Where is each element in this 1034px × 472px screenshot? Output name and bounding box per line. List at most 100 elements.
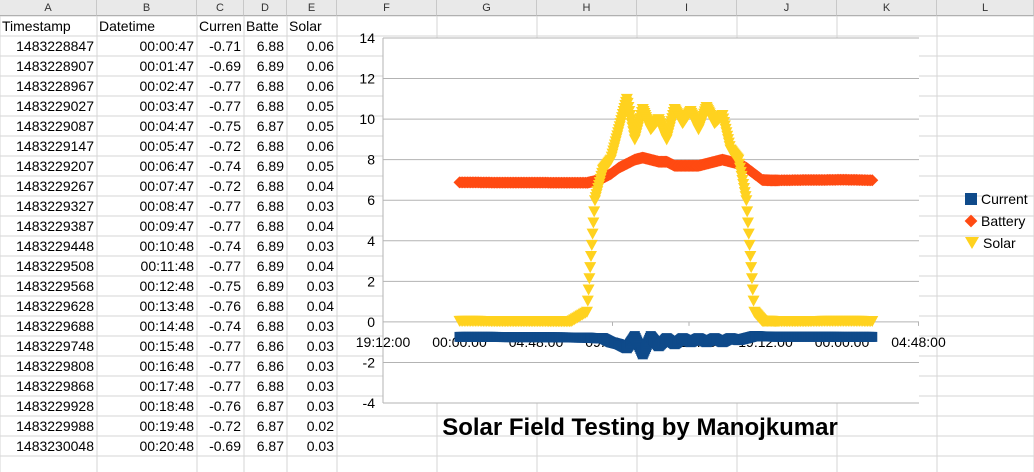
data-cell[interactable]: 0.03: [306, 238, 334, 254]
data-cell[interactable]: 0.06: [306, 78, 334, 94]
data-cell[interactable]: 6.88: [256, 378, 284, 394]
column-header-i[interactable]: I: [637, 0, 737, 16]
column-header-h[interactable]: H: [537, 0, 637, 16]
data-cell[interactable]: 0.03: [306, 318, 334, 334]
data-cell[interactable]: 0.03: [306, 438, 334, 454]
data-cell[interactable]: -0.72: [209, 418, 241, 434]
data-cell[interactable]: 1483229508: [16, 258, 94, 274]
data-cell[interactable]: 6.88: [256, 318, 284, 334]
data-cell[interactable]: 00:10:48: [139, 238, 195, 254]
data-cell[interactable]: 1483229327: [16, 198, 94, 214]
data-cell[interactable]: 6.89: [256, 258, 284, 274]
data-cell[interactable]: -0.77: [209, 218, 241, 234]
data-cell[interactable]: 00:05:47: [139, 138, 195, 154]
header-cell[interactable]: Timestamp: [2, 18, 71, 34]
data-cell[interactable]: 00:12:48: [139, 278, 195, 294]
data-cell[interactable]: 1483229628: [16, 298, 94, 314]
data-cell[interactable]: -0.74: [209, 158, 241, 174]
data-cell[interactable]: -0.77: [209, 338, 241, 354]
data-cell[interactable]: 1483229568: [16, 278, 94, 294]
data-cell[interactable]: 00:11:48: [140, 258, 194, 274]
data-cell[interactable]: -0.76: [209, 298, 241, 314]
data-cell[interactable]: -0.77: [209, 198, 241, 214]
column-header-a[interactable]: A: [0, 0, 97, 16]
data-cell[interactable]: 1483229387: [16, 218, 94, 234]
column-header-k[interactable]: K: [837, 0, 937, 16]
column-header-e[interactable]: E: [287, 0, 337, 16]
data-cell[interactable]: 00:14:48: [139, 318, 195, 334]
data-cell[interactable]: 0.04: [306, 218, 334, 234]
data-cell[interactable]: 0.03: [306, 398, 334, 414]
data-cell[interactable]: 00:15:48: [139, 338, 195, 354]
data-cell[interactable]: 0.03: [306, 278, 334, 294]
data-cell[interactable]: -0.71: [209, 38, 241, 54]
data-cell[interactable]: 6.89: [256, 158, 284, 174]
data-cell[interactable]: 6.87: [256, 398, 284, 414]
data-cell[interactable]: 6.89: [256, 238, 284, 254]
data-cell[interactable]: 6.87: [256, 418, 284, 434]
data-cell[interactable]: 0.03: [306, 338, 334, 354]
data-cell[interactable]: 00:07:47: [139, 178, 195, 194]
data-cell[interactable]: 1483229688: [16, 318, 94, 334]
data-cell[interactable]: 1483229027: [16, 98, 94, 114]
data-cell[interactable]: 1483229147: [16, 138, 94, 154]
data-cell[interactable]: 6.88: [256, 298, 284, 314]
data-cell[interactable]: 0.04: [306, 178, 334, 194]
data-cell[interactable]: 1483229448: [16, 238, 94, 254]
data-cell[interactable]: 0.04: [306, 258, 334, 274]
header-cell[interactable]: Curren: [199, 18, 242, 34]
data-cell[interactable]: 00:17:48: [139, 378, 195, 394]
data-cell[interactable]: -0.76: [209, 398, 241, 414]
data-cell[interactable]: 1483229267: [16, 178, 94, 194]
data-cell[interactable]: -0.77: [209, 98, 241, 114]
data-cell[interactable]: 1483229748: [16, 338, 94, 354]
data-cell[interactable]: 0.03: [306, 198, 334, 214]
data-cell[interactable]: 6.86: [256, 338, 284, 354]
data-cell[interactable]: -0.75: [209, 118, 241, 134]
data-cell[interactable]: 00:04:47: [139, 118, 195, 134]
data-cell[interactable]: 6.87: [256, 438, 284, 454]
data-cell[interactable]: 0.05: [306, 98, 334, 114]
column-header-g[interactable]: G: [437, 0, 537, 16]
data-cell[interactable]: 1483228907: [16, 58, 94, 74]
data-cell[interactable]: 6.86: [256, 358, 284, 374]
data-cell[interactable]: 6.88: [256, 218, 284, 234]
data-cell[interactable]: -0.77: [209, 78, 241, 94]
data-cell[interactable]: 00:16:48: [139, 358, 195, 374]
data-cell[interactable]: 0.02: [306, 418, 334, 434]
data-cell[interactable]: 00:01:47: [139, 58, 195, 74]
data-cell[interactable]: -0.74: [209, 238, 241, 254]
column-header-d[interactable]: D: [244, 0, 287, 16]
data-cell[interactable]: 0.03: [306, 378, 334, 394]
data-cell[interactable]: 6.88: [256, 198, 284, 214]
data-cell[interactable]: 6.89: [256, 58, 284, 74]
data-cell[interactable]: -0.77: [209, 258, 241, 274]
data-cell[interactable]: 00:09:47: [139, 218, 195, 234]
data-cell[interactable]: -0.69: [209, 58, 241, 74]
column-header-f[interactable]: F: [337, 0, 437, 16]
data-cell[interactable]: 00:00:47: [139, 38, 195, 54]
data-cell[interactable]: 00:08:47: [139, 198, 195, 214]
data-cell[interactable]: 00:13:48: [139, 298, 195, 314]
data-cell[interactable]: 0.03: [306, 358, 334, 374]
data-cell[interactable]: 1483229988: [16, 418, 94, 434]
data-cell[interactable]: 00:02:47: [139, 78, 195, 94]
data-cell[interactable]: -0.77: [209, 378, 241, 394]
data-cell[interactable]: 0.06: [306, 38, 334, 54]
data-cell[interactable]: 1483229207: [16, 158, 94, 174]
data-cell[interactable]: 00:20:48: [139, 438, 195, 454]
data-cell[interactable]: 1483229087: [16, 118, 94, 134]
data-cell[interactable]: -0.72: [209, 138, 241, 154]
data-cell[interactable]: 0.04: [306, 298, 334, 314]
data-cell[interactable]: 0.05: [306, 158, 334, 174]
data-cell[interactable]: 0.05: [306, 118, 334, 134]
data-cell[interactable]: 00:19:48: [139, 418, 195, 434]
data-cell[interactable]: -0.72: [209, 178, 241, 194]
column-header-b[interactable]: B: [97, 0, 197, 16]
data-cell[interactable]: 00:03:47: [139, 98, 195, 114]
data-cell[interactable]: 6.88: [256, 98, 284, 114]
data-cell[interactable]: 1483230048: [16, 438, 94, 454]
header-cell[interactable]: Solar: [289, 18, 322, 34]
data-cell[interactable]: -0.75: [209, 278, 241, 294]
